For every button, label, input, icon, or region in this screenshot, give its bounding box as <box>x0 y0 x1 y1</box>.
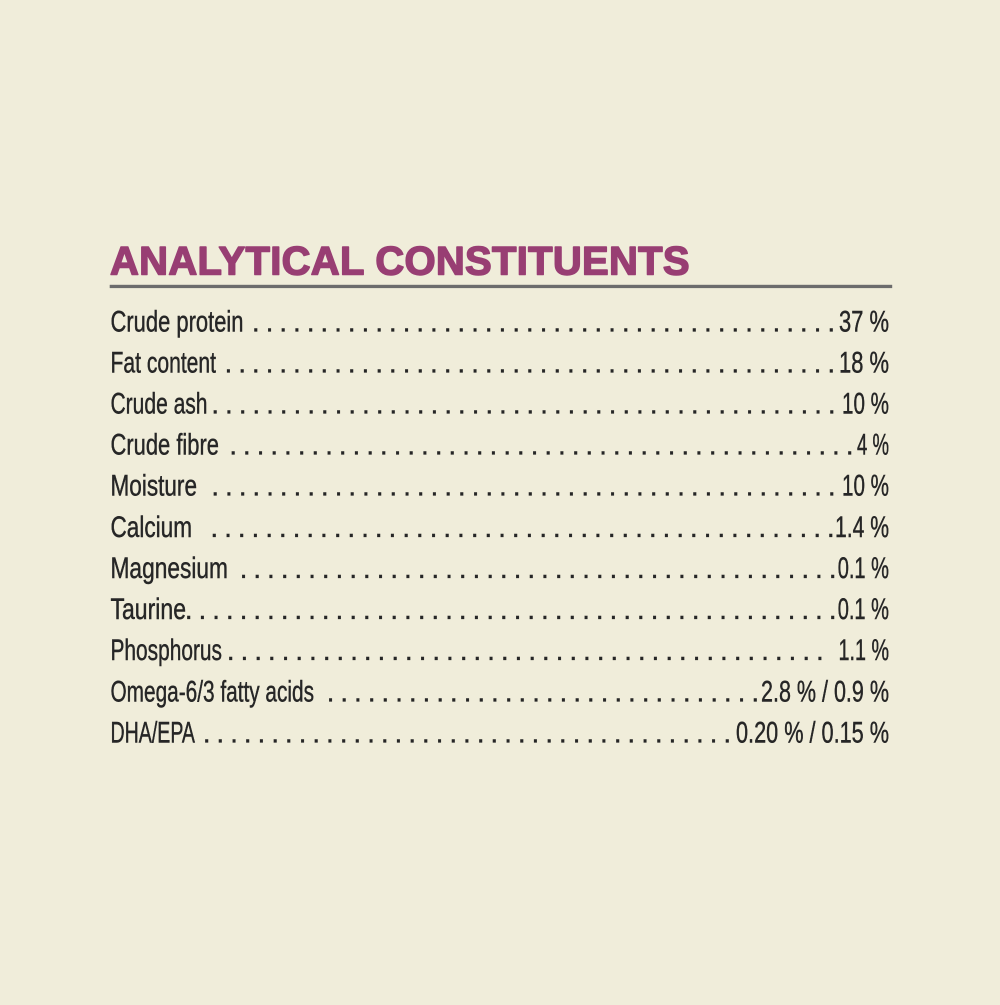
svg-text:..............................: ................................ <box>326 675 764 708</box>
svg-text:37 %: 37 % <box>839 305 889 338</box>
svg-text:..............................: ........................................… <box>239 552 842 585</box>
svg-text:..............................: ....................................... <box>202 716 736 749</box>
svg-text:10 %: 10 % <box>842 470 889 503</box>
svg-text:..............................: ........................................… <box>252 305 841 338</box>
svg-text:Crude fibre: Crude fibre <box>111 429 220 462</box>
svg-text:Taurine: Taurine <box>111 593 187 626</box>
svg-text:10 %: 10 % <box>842 388 889 421</box>
svg-text:2.8 % / 0.9 %: 2.8 % / 0.9 % <box>761 675 889 708</box>
svg-text:18 %: 18 % <box>839 346 889 379</box>
svg-text:Omega-6/3 fatty acids: Omega-6/3 fatty acids <box>111 675 315 708</box>
svg-text:..............................: ........................................… <box>211 388 841 421</box>
svg-text:..............................: ........................................… <box>211 470 841 503</box>
svg-text:..............................: ........................................… <box>229 429 859 462</box>
svg-text:1.1 %: 1.1 % <box>839 634 890 667</box>
svg-text:..............................: ........................................… <box>185 593 843 626</box>
svg-text:Moisture: Moisture <box>111 470 198 503</box>
svg-text:Crude protein: Crude protein <box>111 305 244 338</box>
svg-text:Magnesium: Magnesium <box>111 552 229 585</box>
svg-text:Fat content: Fat content <box>111 346 217 379</box>
svg-text:0.20 % / 0.15 %: 0.20 % / 0.15 % <box>736 716 889 749</box>
svg-text:Phosphorus: Phosphorus <box>111 634 223 667</box>
svg-text:..............................: ........................................… <box>227 634 830 667</box>
svg-text:0.1 %: 0.1 % <box>838 593 889 626</box>
svg-text:1.4 %: 1.4 % <box>835 511 889 544</box>
svg-text:..............................: ........................................… <box>224 346 841 379</box>
svg-text:0.1 %: 0.1 % <box>838 552 889 585</box>
svg-text:Crude ash: Crude ash <box>111 388 208 421</box>
svg-text:DHA/EPA: DHA/EPA <box>111 716 196 749</box>
svg-text:..............................: ........................................… <box>210 511 840 544</box>
svg-text:4 %: 4 % <box>857 429 889 462</box>
svg-text:ANALYTICAL CONSTITUENTS: ANALYTICAL CONSTITUENTS <box>110 240 690 284</box>
svg-text:Calcium: Calcium <box>111 511 193 544</box>
